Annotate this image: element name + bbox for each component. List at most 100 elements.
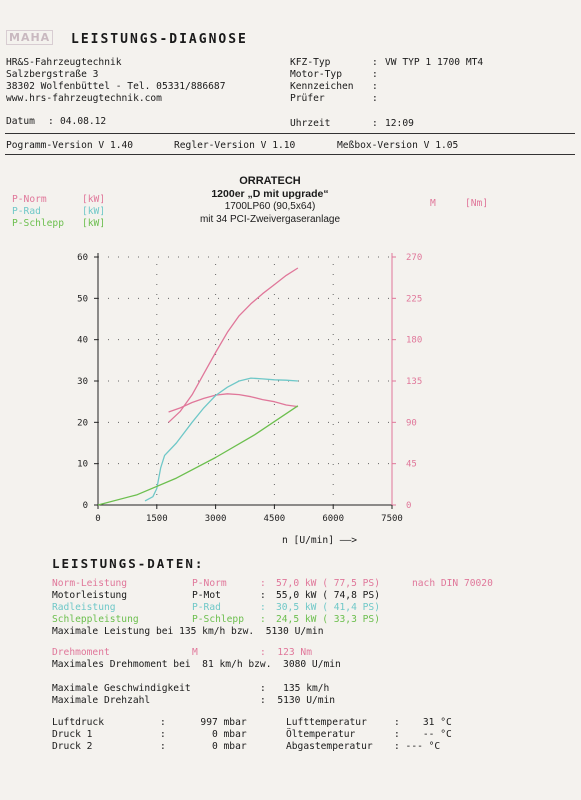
- y-tick-label-left: 50: [77, 294, 88, 304]
- x-tick-label: 4500: [264, 514, 286, 524]
- y-tick-label-right: 90: [406, 418, 417, 428]
- daten-row-extra: nach DIN 70020: [412, 578, 493, 589]
- programm-version: Pogramm-Version V 1.40: [6, 140, 134, 151]
- uhrzeit-sep: :: [372, 118, 378, 129]
- daten-row-label: Schleppleistung: [52, 614, 139, 625]
- abgastemp-value: : --- °C: [394, 741, 441, 752]
- daten-row-value: 55,0 kW ( 74,8 PS): [276, 590, 380, 601]
- datum-value: 04.08.12: [60, 116, 107, 127]
- legend-p-norm: P-Norm: [12, 194, 47, 205]
- power-torque-chart: 0 10 20 30 40 50 60 0 45 90 135 180 225 270 0 1500 3000 4…: [77, 253, 422, 524]
- luftdruck-label: Luftdruck: [52, 717, 104, 728]
- datum-label: Datum: [6, 116, 35, 127]
- legend-p-schlepp-unit: [kW]: [82, 218, 106, 229]
- x-tick-label: 6000: [322, 514, 344, 524]
- y-tick-label-left: 30: [77, 377, 88, 387]
- divider-top: [5, 133, 575, 134]
- kfz-value: VW TYP 1 1700 MT4: [385, 57, 484, 68]
- chart-subtitle-2: 1700LP60 (90,5x64): [224, 201, 316, 212]
- daten-row-key: P-Schlepp: [192, 614, 244, 625]
- daten-row-value: 57,0 kW ( 77,5 PS): [276, 578, 380, 589]
- daten-row-key: P-Mot: [192, 590, 221, 601]
- series-line-p-rad: [144, 377, 298, 502]
- x-axis-label: n [U/min] ——>: [282, 535, 358, 546]
- legend-p-schlepp: P-Schlepp: [12, 218, 64, 229]
- motor-label: Motor-Typ: [290, 69, 342, 80]
- series-line-p-norm: [168, 393, 298, 413]
- kennzeichen-label: Kennzeichen: [290, 81, 354, 92]
- daten-row-sep: :: [260, 614, 266, 625]
- uhrzeit-label: Uhrzeit: [290, 118, 331, 129]
- y-tick-label-left: 40: [77, 336, 88, 346]
- max-drehmoment: Maximales Drehmoment bei 81 km/h bzw. 30…: [52, 659, 341, 670]
- abgastemp-label: Abgastemperatur: [286, 741, 373, 752]
- pruefer-label: Prüfer: [290, 93, 325, 104]
- druck1-label: Druck 1: [52, 729, 93, 740]
- x-tick-label: 1500: [146, 514, 168, 524]
- chart-subtitle-3: mit 34 PCI-Zweivergaseranlage: [199, 214, 341, 225]
- motor-sep: :: [372, 69, 378, 80]
- company-web: www.hrs-fahrzeugtechnik.com: [6, 93, 162, 104]
- y-tick-label-left: 20: [77, 418, 88, 428]
- drehmoment-value: : 123 Nm: [260, 647, 312, 658]
- x-tick-label: 7500: [381, 514, 403, 524]
- daten-row-value: 30,5 kW ( 41,4 PS): [276, 602, 380, 613]
- luftdruck-value: : 997 mbar: [160, 717, 247, 728]
- daten-row-sep: :: [260, 578, 266, 589]
- daten-row-sep: :: [260, 590, 266, 601]
- chart-subtitle-1: 1200er „D mit upgrade“: [211, 188, 329, 200]
- druck2-value: : 0 mbar: [160, 741, 247, 752]
- max-geschw-value: : 135 km/h: [260, 683, 330, 694]
- drehmoment-key: M: [192, 647, 198, 658]
- y-tick-label-left: 0: [83, 501, 88, 511]
- lufttemp-value: : 31 °C: [394, 717, 452, 728]
- daten-row-sep: :: [260, 602, 266, 613]
- max-leistung: Maximale Leistung bei 135 km/h bzw. 5130…: [52, 626, 324, 637]
- pruefer-sep: :: [372, 93, 378, 104]
- y-tick-label-left: 60: [77, 253, 88, 263]
- lufttemp-label: Lufttemperatur: [286, 717, 367, 728]
- y-tick-label-right: 270: [406, 253, 422, 263]
- druck1-value: : 0 mbar: [160, 729, 247, 740]
- kfz-sep: :: [372, 57, 378, 68]
- uhrzeit-value: 12:09: [385, 118, 414, 129]
- max-drehzahl-value: : 5130 U/min: [260, 695, 336, 706]
- y-tick-label-left: 10: [77, 460, 88, 470]
- legend-p-rad-unit: [kW]: [82, 206, 106, 217]
- y-tick-label-right: 225: [406, 294, 422, 304]
- daten-row-value: 24,5 kW ( 33,3 PS): [276, 614, 380, 625]
- y-tick-label-right: 45: [406, 460, 417, 470]
- y-tick-label-right: 135: [406, 377, 422, 387]
- daten-row-key: P-Norm: [192, 578, 227, 589]
- datum-value-sep: :: [48, 116, 60, 127]
- legend-m-unit: [Nm]: [465, 198, 489, 209]
- druck2-label: Druck 2: [52, 741, 93, 752]
- company-street: Salzbergstraße 3: [6, 69, 99, 80]
- company-city-tel: 38302 Wolfenbüttel - Tel. 05331/886687: [6, 81, 226, 92]
- x-tick-label: 0: [95, 514, 100, 524]
- regler-version: Regler-Version V 1.10: [174, 140, 296, 151]
- daten-row-label: Motorleistung: [52, 590, 128, 601]
- max-geschw-label: Maximale Geschwindigkeit: [52, 683, 191, 694]
- chart-title: ORRATECH: [239, 175, 301, 187]
- series-line-p-schlepp: [97, 405, 299, 506]
- legend-m: M: [430, 198, 436, 209]
- series-line-m: [168, 267, 299, 423]
- y-tick-label-right: 0: [406, 501, 411, 511]
- maha-logo: MAHA: [6, 30, 54, 45]
- legend-p-norm-unit: [kW]: [82, 194, 106, 205]
- document-title: LEISTUNGS-DIAGNOSE: [71, 32, 248, 47]
- oeltemp-label: Öltemperatur: [286, 729, 356, 740]
- legend-p-rad: P-Rad: [12, 206, 41, 217]
- kfz-label: KFZ-Typ: [290, 57, 331, 68]
- daten-row-label: Radleistung: [52, 602, 116, 613]
- kennzeichen-sep: :: [372, 81, 378, 92]
- max-drehzahl-label: Maximale Drehzahl: [52, 695, 151, 706]
- x-tick-label: 3000: [205, 514, 227, 524]
- y-tick-label-right: 180: [406, 336, 422, 346]
- drehmoment-label: Drehmoment: [52, 647, 110, 658]
- company-name: HR&S-Fahrzeugtechnik: [6, 57, 122, 68]
- divider-bottom: [5, 154, 575, 155]
- messbox-version: Meßbox-Version V 1.05: [337, 140, 459, 151]
- daten-title: LEISTUNGS-DATEN:: [52, 556, 205, 571]
